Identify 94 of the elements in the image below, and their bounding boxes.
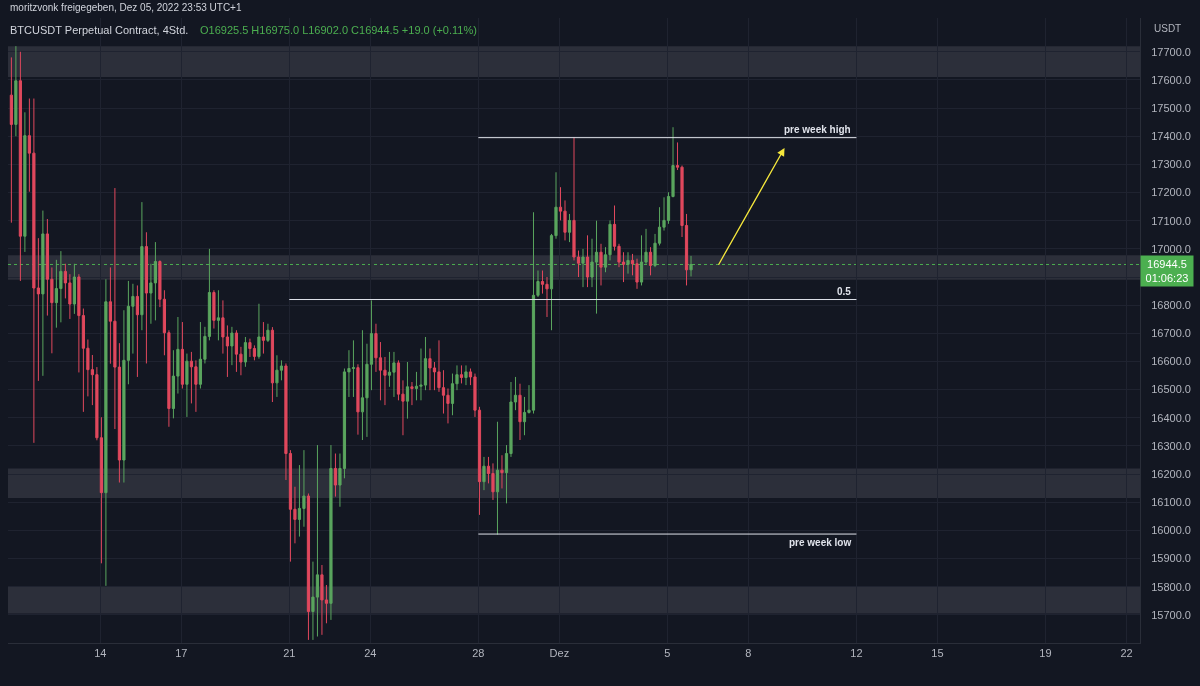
candlestick <box>270 326 275 403</box>
y-tick-label: 16500.0 <box>1151 383 1191 396</box>
candlestick <box>567 213 572 243</box>
y-tick-label: 17600.0 <box>1151 73 1191 86</box>
y-tick-label: 16200.0 <box>1151 467 1191 480</box>
candlestick <box>464 364 468 386</box>
x-tick-label: 14 <box>94 647 107 660</box>
candlestick <box>459 364 464 384</box>
x-tick-label: 24 <box>364 647 377 660</box>
text: moritzvonk freigegeben, Dez 05, 2022 23:53 UTC+1 <box>10 2 242 13</box>
x-tick-label: 21 <box>283 647 296 660</box>
candlestick <box>135 284 140 378</box>
candlestick <box>599 243 603 286</box>
candlestick <box>275 354 279 398</box>
candlestick <box>9 56 13 224</box>
y-tick-label: 17400.0 <box>1151 130 1191 143</box>
y-tick-label: 15800.0 <box>1151 580 1191 593</box>
y-tick-label: 15700.0 <box>1151 608 1191 621</box>
candlestick <box>495 421 500 536</box>
candlestick <box>72 263 76 315</box>
x-tick-label: 15 <box>931 647 944 660</box>
candlestick <box>635 258 639 290</box>
candlestick <box>144 231 149 364</box>
candlestick <box>482 456 486 491</box>
candlestick <box>315 444 320 638</box>
candlestick <box>333 453 338 498</box>
candlestick <box>266 323 270 343</box>
candlestick <box>234 329 239 373</box>
x-tick-label: Dez <box>549 647 570 660</box>
candlestick <box>140 201 144 331</box>
text: O16925.5 H16975.0 L16902.0 C16944.5 +19.0 (+0.11%) <box>200 24 477 36</box>
x-tick-label: 22 <box>1120 647 1133 660</box>
y-tick-label: 17700.0 <box>1151 45 1191 58</box>
candlestick <box>216 289 221 341</box>
candlestick <box>351 339 356 398</box>
ref-line-label: 16944.5 01:06:23 <box>1145 258 1189 285</box>
candlestick <box>626 251 630 275</box>
series-label: pre week high <box>784 124 851 135</box>
y-tick-label: 16400.0 <box>1151 411 1191 424</box>
y-tick-label: 16800.0 <box>1151 299 1191 312</box>
x-tick-label: 5 <box>664 647 671 660</box>
candlestick <box>392 351 396 398</box>
candlestick <box>23 111 27 253</box>
candlestick <box>356 363 360 436</box>
candlestick <box>261 321 266 355</box>
y-tick-label: 16700.0 <box>1151 327 1191 340</box>
y-tick-label: 17300.0 <box>1151 158 1191 171</box>
candlestick <box>500 454 504 489</box>
series-label: pre week low <box>789 537 852 548</box>
candlestick <box>405 361 410 420</box>
y-tick-label: 17500.0 <box>1151 101 1191 114</box>
candlestick <box>410 381 414 406</box>
candlestick <box>18 51 22 282</box>
candlestick <box>320 564 324 636</box>
candlestick <box>306 493 311 641</box>
candlestick <box>32 98 36 444</box>
series-label: 0.5 <box>837 286 852 297</box>
x-tick-label: 19 <box>1039 647 1052 660</box>
y-tick-label: 17000.0 <box>1151 242 1191 255</box>
candlestick <box>581 248 585 288</box>
candlestick <box>428 348 432 391</box>
x-tick-label: 28 <box>472 647 485 660</box>
y-tick-label: 17100.0 <box>1151 214 1191 227</box>
candlestick <box>518 383 522 441</box>
y-tick-label: 16300.0 <box>1151 439 1191 452</box>
candlestick <box>329 444 333 621</box>
candlestick <box>41 210 45 377</box>
text: BTCUSDT Perpetual Contract, 4Std. <box>10 23 189 36</box>
candlestick <box>185 353 189 418</box>
candlestick <box>360 329 365 441</box>
candlestick <box>689 255 693 277</box>
candlestick <box>230 326 234 366</box>
candlestick <box>248 338 252 358</box>
candlestick <box>257 303 261 360</box>
candlestick <box>212 289 216 330</box>
y-tick-label: 15900.0 <box>1151 552 1191 565</box>
candlestick <box>648 246 653 276</box>
y-tick-label: 17200.0 <box>1151 186 1191 199</box>
candlestick <box>153 241 158 321</box>
candlestick <box>594 220 599 315</box>
x-tick-label: 8 <box>745 647 752 660</box>
candlestick <box>585 234 590 288</box>
candlestick <box>198 321 203 389</box>
x-tick-label: 12 <box>850 647 863 660</box>
candlestick <box>104 278 108 587</box>
candlestick <box>243 336 248 368</box>
candlestick <box>180 321 185 389</box>
y-tick-label: 16000.0 <box>1151 524 1191 537</box>
candlestick <box>14 45 18 137</box>
x-tick-label: 17 <box>175 647 188 660</box>
y-tick-label: 16600.0 <box>1151 355 1191 368</box>
candlestick <box>531 211 536 415</box>
y-axis-title: USDT <box>1154 23 1182 34</box>
y-tick-label: 16100.0 <box>1151 496 1191 509</box>
